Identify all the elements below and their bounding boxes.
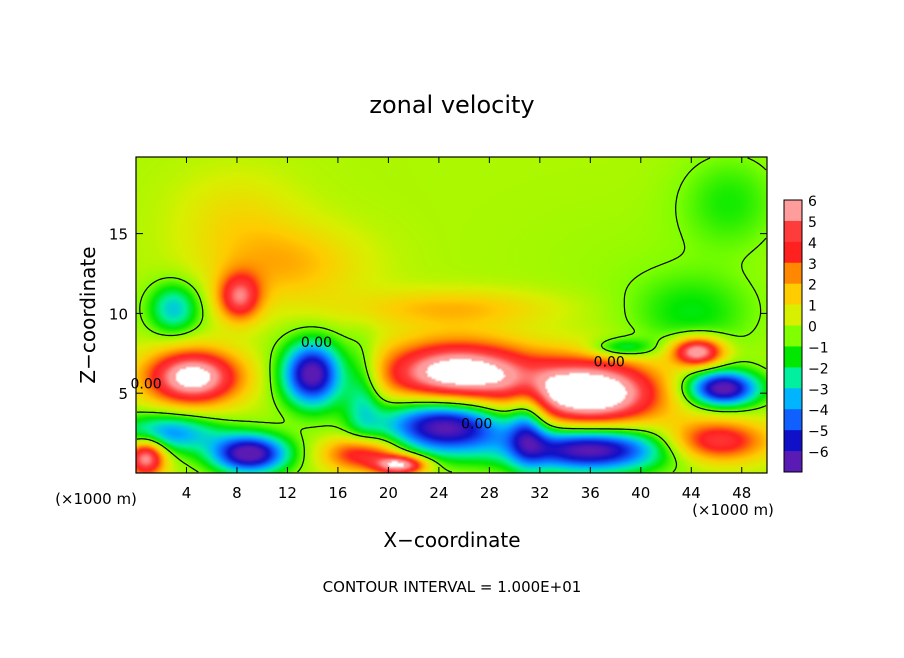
x-tick-label: 48 [732,484,751,502]
colorbar-label: −5 [808,424,829,440]
colorbar-swatch [784,304,802,327]
x-unit-right: (×1000 m) [692,501,774,519]
colorbar-swatch [784,451,802,473]
x-tick-label: 8 [232,484,242,502]
x-tick-label: 36 [581,484,600,502]
colorbar-swatch [784,325,802,347]
colorbar-label: 5 [808,215,817,231]
colorbar-frame [783,199,803,473]
colorbar-label: 2 [808,278,817,294]
x-tick-label: 16 [328,484,347,502]
x-tick-label: 20 [379,484,398,502]
x-axis: 4 8 12 16 20 24 28 32 36 40 44 48 [182,157,751,502]
colorbar-swatch [784,241,802,264]
contour-zero [136,157,767,473]
colorbar-label: 1 [808,299,817,315]
contour-label: 0.00 [131,377,162,393]
contour-label: 0.00 [461,417,492,433]
chart-title: zonal velocity [369,91,534,119]
colorbar: 6 5 4 3 2 1 0 −1 −2 −3 −4 −5 −6 [783,194,829,473]
x-axis-label: X−coordinate [383,528,520,552]
x-tick-label: 4 [182,484,192,502]
x-tick-label: 40 [631,484,650,502]
contour-label: 0.00 [594,354,625,370]
y-tick-label: 5 [118,385,128,403]
contour-label: 0.00 [301,335,332,351]
colorbar-swatch [784,262,802,285]
contour-interval-note: CONTOUR INTERVAL = 1.000E+01 [323,578,582,596]
colorbar-swatch [784,283,802,306]
colorbar-label: 3 [808,257,817,273]
colorbar-swatch [784,430,802,452]
plot-frame [135,156,768,474]
x-tick-label: 44 [682,484,701,502]
y-axis-label: Z−coordinate [76,246,100,383]
colorbar-label: 4 [808,236,817,252]
x-tick-label: 12 [278,484,297,502]
y-tick-label: 15 [109,226,128,244]
y-tick-label: 10 [109,305,128,323]
colorbar-label: −3 [808,382,829,398]
colorbar-label: −4 [808,403,829,419]
colorbar-label: 0 [808,320,817,336]
plot-area: 0.00 0.00 0.00 0.00 [131,156,768,474]
colorbar-swatch [784,346,802,368]
colorbar-label: −2 [808,361,829,377]
x-tick-label: 24 [429,484,448,502]
contour-labels: 0.00 0.00 0.00 0.00 [131,335,625,432]
x-tick-label: 32 [530,484,549,502]
colorbar-swatch [784,409,802,431]
colorbar-swatch [784,388,802,410]
heatmap-field [136,157,767,473]
y-axis: 5 10 15 [109,226,767,403]
colorbar-label: −6 [808,445,829,461]
contour-lines [136,157,767,473]
colorbar-swatch [784,367,802,389]
colorbar-label: 6 [808,194,817,210]
colorbar-label: −1 [808,340,829,356]
colorbar-swatch [784,220,802,243]
x-tick-label: 28 [480,484,499,502]
colorbar-swatch [784,200,802,222]
x-unit-left: (×1000 m) [55,490,137,508]
